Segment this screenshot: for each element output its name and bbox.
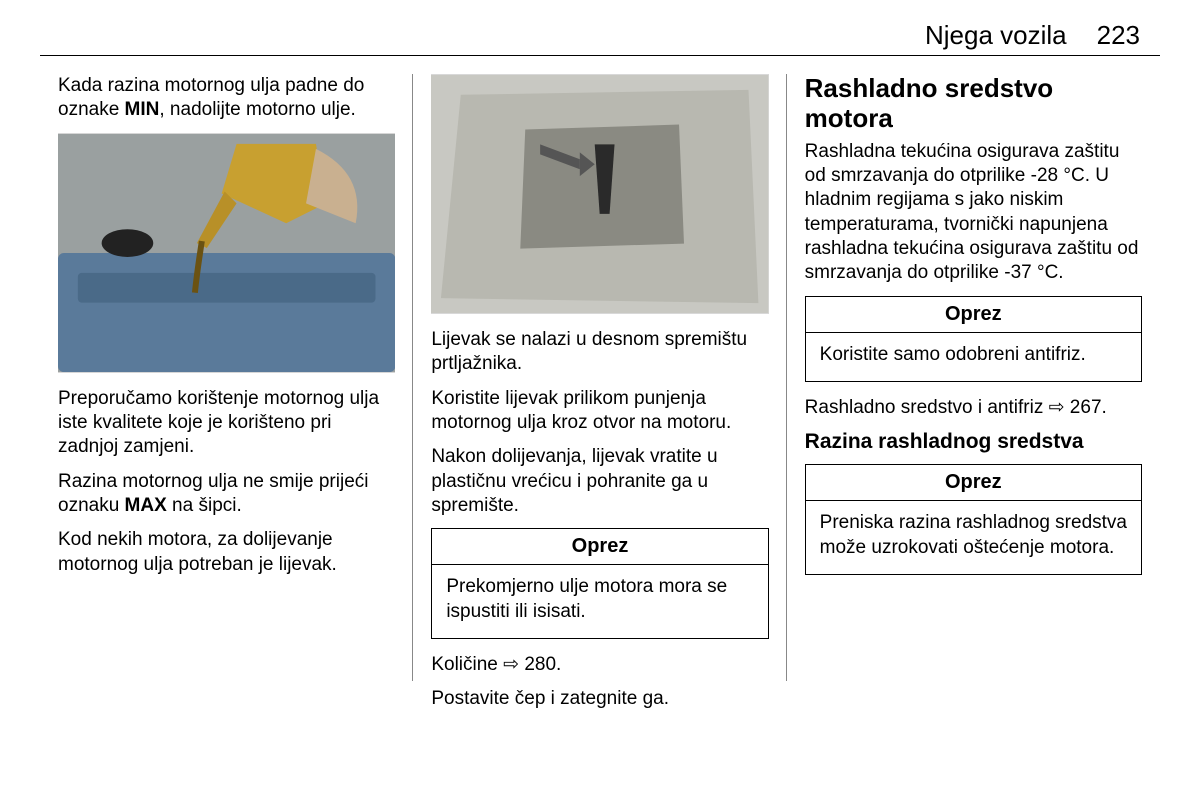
col3-caution2-box: Oprez Preniska razina rashladnog sredstv… (805, 464, 1142, 575)
page-header: Njega vozila 223 (40, 20, 1160, 51)
col2-p2: Koristite lijevak prilikom punjenja moto… (431, 387, 768, 436)
col1-intro-min: MIN (125, 99, 160, 120)
trunk-funnel-illustration (431, 74, 768, 314)
column-3: Rashladno sredstvo motora Rashladna teku… (787, 74, 1160, 721)
oil-cap (102, 229, 154, 257)
page-number: 223 (1097, 20, 1140, 51)
col2-p4: Količine ⇨ 280. (431, 653, 768, 677)
col1-intro: Kada razina motornog ulja padne do oznak… (58, 74, 395, 123)
col3-caution2-body: Preniska razina rashladnog sredstva može… (806, 501, 1141, 574)
column-2: Lijevak se nalazi u desnom spremištu prt… (413, 74, 786, 721)
col3-caution1-head: Oprez (806, 297, 1141, 333)
content-columns: Kada razina motornog ulja padne do oznak… (40, 74, 1160, 721)
col3-p2a: Rashladno sredstvo i antifriz (805, 397, 1049, 418)
col2-p1: Lijevak se nalazi u desnom spremištu prt… (431, 328, 768, 377)
col2-ref-280: ⇨ 280. (503, 654, 561, 675)
col2-caution-head: Oprez (432, 529, 767, 565)
col3-caution2-head: Oprez (806, 465, 1141, 501)
col1-intro-c: , nadolijte motorno ulje. (159, 99, 355, 120)
col1-p3: Kod nekih motora, za dolijevanje motorno… (58, 528, 395, 577)
engine-rib (78, 272, 376, 302)
col3-caution1-body: Koristite samo odobreni antifriz. (806, 333, 1141, 381)
col1-p2: Razina motornog ulja ne smije prijeći oz… (58, 470, 395, 519)
col3-p1: Rashladna tekućina osigurava zaštitu od … (805, 140, 1142, 286)
column-1: Kada razina motornog ulja padne do oznak… (40, 74, 413, 721)
col2-p5: Postavite čep i zategnite ga. (431, 687, 768, 711)
trunk-svg (431, 74, 768, 314)
col3-caution1-box: Oprez Koristite samo odobreni antifriz. (805, 296, 1142, 382)
engine-oil-illustration (58, 133, 395, 373)
col1-p2-max: MAX (125, 495, 167, 516)
col1-p1: Preporučamo korištenje motornog ulja ist… (58, 387, 395, 460)
section-title: Njega vozila (925, 20, 1067, 51)
col2-caution-body: Prekomjerno ulje motora mora se ispustit… (432, 565, 767, 638)
col1-p2c: na šipci. (167, 495, 242, 516)
col3-ref-267: ⇨ 267. (1049, 397, 1107, 418)
col3-h1: Rashladno sredstvo motora (805, 74, 1142, 134)
engine-block-rect (58, 253, 395, 372)
col3-h2: Razina rashladnog sredstva (805, 430, 1142, 454)
col2-p4a: Količine (431, 654, 503, 675)
header-divider (40, 55, 1160, 56)
col3-p2: Rashladno sredstvo i antifriz ⇨ 267. (805, 396, 1142, 420)
engine-svg (58, 133, 395, 373)
col2-caution-box: Oprez Prekomjerno ulje motora mora se is… (431, 528, 768, 639)
col2-p3: Nakon dolijevanja, lijevak vratite u pla… (431, 445, 768, 518)
page-root: Njega vozila 223 Kada razina motornog ul… (0, 0, 1200, 802)
